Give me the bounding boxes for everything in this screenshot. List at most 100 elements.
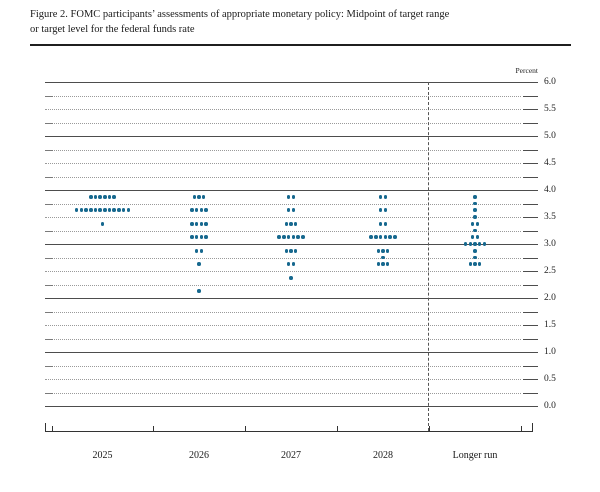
dot-longer-run-3.375 [470,221,475,226]
gridline-dotted [45,149,521,151]
figure-title: Figure 2. FOMC participants’ assessments… [30,8,575,37]
gridline-solid [45,352,538,353]
y-left-dash [45,257,53,259]
gridline-dotted [45,203,521,205]
dot-longer-run-3 [482,242,487,246]
y-tick [523,379,538,380]
y-tick [523,176,538,178]
y-tick [523,230,538,232]
dot-2026-3.625 [190,208,194,213]
dot-2027-3.125 [291,235,296,240]
y-tick [523,257,538,259]
dot-longer-run-3.125 [475,235,480,240]
y-tick [523,271,538,272]
y-tick-label: 6.0 [544,76,556,87]
y-tick-label: 3.0 [544,238,556,249]
dot-2025-3.625 [93,208,98,213]
y-tick-label: 1.0 [544,346,556,357]
dot-2027-3.125 [282,235,286,240]
y-left-dash [45,365,53,367]
dot-longer-run-2.625 [473,262,477,267]
dot-2028-3.875 [383,194,388,199]
y-tick-label: 3.5 [544,211,556,222]
y-tick [523,338,538,340]
gridline-solid [45,190,538,191]
x-axis-tick [52,426,54,431]
dot-2026-3.125 [190,235,194,240]
dot-2025-3.375 [100,221,105,226]
gridline-dotted [45,392,521,394]
dot-longer-run-3 [473,242,477,246]
dot-2027-3.625 [286,208,291,213]
dot-2027-3.375 [293,221,298,226]
x-axis-tick [337,426,339,431]
gridline-dotted [45,325,521,326]
dot-2028-2.875 [385,248,390,253]
dot-2026-3.375 [190,221,194,226]
dot-longer-run-3.875 [473,194,477,199]
dot-2026-3.125 [199,235,204,240]
dot-2025-3.875 [88,194,93,199]
y-tick-label: 2.5 [544,265,556,276]
gridline-dotted [45,257,521,259]
figure-title-line2: or target level for the federal funds ra… [30,23,195,35]
dot-longer-run-3 [468,242,473,246]
gridline-dotted [45,109,521,110]
x-axis-label: 2027 [281,450,301,461]
dot-2027-2.875 [284,248,289,253]
dot-2027-3.875 [291,194,296,199]
y-tick-label: 0.0 [544,400,556,411]
gridline-dotted [45,311,521,313]
y-tick-label: 4.5 [544,157,556,168]
y-tick-label: 5.0 [544,130,556,141]
y-left-dash [45,230,53,232]
gridline-dotted [45,338,521,340]
y-tick-label: 4.0 [544,184,556,195]
dot-2028-2.875 [376,248,381,253]
dot-2027-3.125 [286,235,291,240]
y-tick-label: 2.0 [544,292,556,303]
y-left-dash [45,203,53,205]
dot-2025-3.625 [121,208,126,213]
gridline-dotted [45,95,521,97]
dot-2025-3.625 [107,208,112,213]
dot-2025-3.625 [98,208,102,213]
dot-2027-3.125 [300,235,305,240]
dot-2026-3.375 [204,221,208,226]
dot-2028-3.125 [388,235,392,240]
dot-2028-3.625 [383,208,388,213]
x-axis-label: 2028 [373,450,393,461]
y-tick-label: 1.5 [544,319,556,330]
dot-2026-3.125 [194,235,199,240]
separator-dashed [428,82,429,431]
dot-2027-3.625 [291,208,296,213]
dot-2026-2.125 [197,289,201,294]
x-axis-tick [429,426,431,431]
x-axis-tick [153,426,155,431]
gridline-solid [45,244,538,245]
dot-2025-3.625 [117,208,121,213]
gridline-dotted [45,271,521,272]
dot-2028-3.125 [369,235,374,240]
dot-2026-2.875 [199,248,204,253]
dot-longer-run-3.375 [475,221,480,226]
dot-2027-2.375 [289,275,293,280]
dot-2027-3.875 [286,194,291,199]
gridline-solid [45,406,538,407]
dot-2026-3.625 [199,208,204,213]
dot-2025-3.625 [88,208,93,213]
gridline-dotted [45,365,521,367]
gridline-solid [45,136,538,137]
dot-2027-2.625 [291,262,296,267]
dot-2028-3.375 [378,221,383,226]
y-tick [523,284,538,286]
dot-2028-3.875 [378,194,383,199]
dot-2028-2.625 [381,262,385,267]
gridline-solid [45,82,538,83]
gridline-dotted [45,163,521,164]
dot-2025-3.875 [98,194,102,199]
dot-2026-3.625 [204,208,208,213]
dot-longer-run-3 [463,242,468,246]
